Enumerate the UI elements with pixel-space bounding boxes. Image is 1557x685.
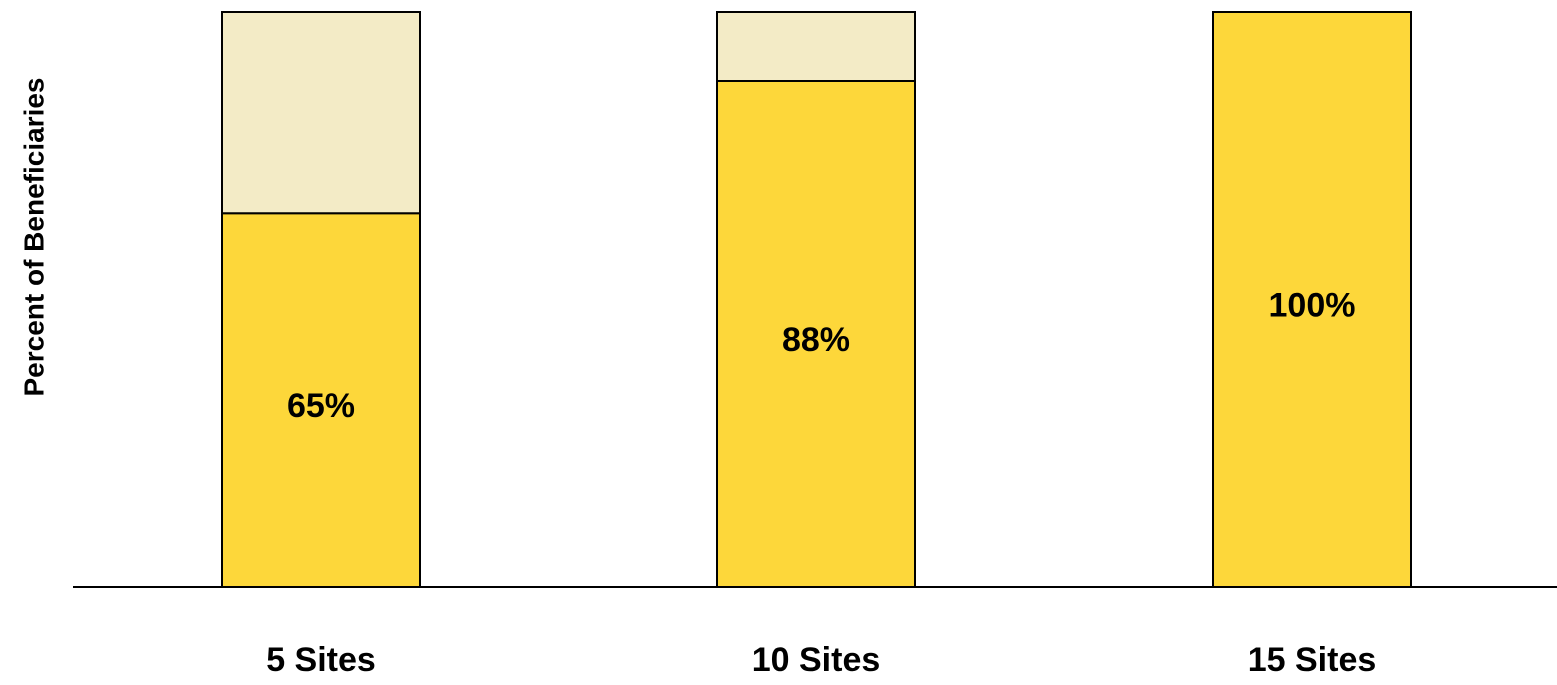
- bar-segment: [716, 11, 916, 82]
- x-tick-label: 15 Sites: [1248, 641, 1377, 679]
- bar-segment: [221, 212, 421, 588]
- y-axis-label: Percent of Beneficiaries: [18, 77, 49, 396]
- data-label: 65%: [287, 387, 355, 425]
- data-label: 88%: [782, 321, 850, 359]
- data-label: 100%: [1269, 286, 1356, 324]
- x-tick-label: 10 Sites: [752, 641, 881, 679]
- bar-segment: [1212, 11, 1412, 588]
- x-tick-label: 5 Sites: [266, 641, 376, 679]
- bar-segment: [716, 80, 916, 588]
- bar-segment: [221, 11, 421, 215]
